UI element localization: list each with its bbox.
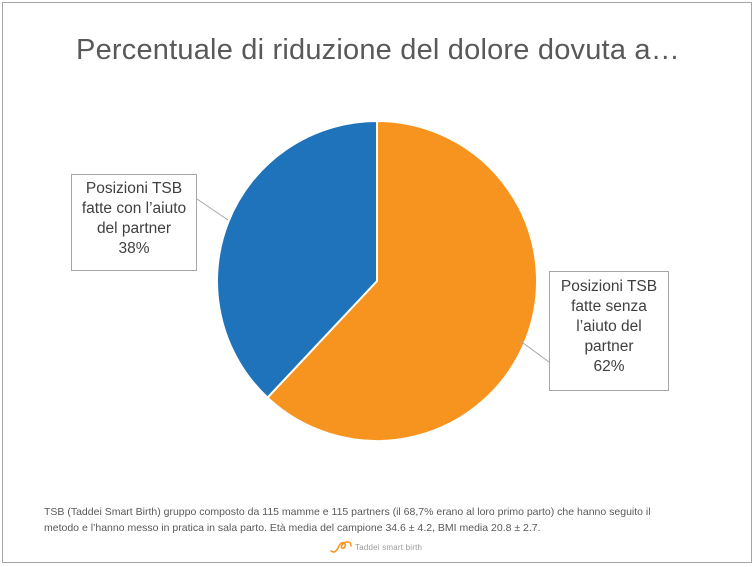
slice-label-senza-partner: Posizioni TSB fatte senza l’aiuto del pa… — [549, 271, 669, 391]
brand-text: Taddei smart birth — [355, 542, 423, 552]
pie-slice-senza-partner — [266, 119, 538, 442]
slice-label-line: partner — [584, 338, 634, 355]
footnote-line: TSB (Taddei Smart Birth) gruppo composto… — [44, 506, 651, 518]
brand: Taddei smart birth — [330, 538, 422, 556]
slice-label-con-partner: Posizioni TSB fatte con l’aiuto del part… — [71, 174, 197, 271]
footnote: TSB (Taddei Smart Birth) gruppo composto… — [44, 504, 724, 536]
chart-title: Percentuale di riduzione del dolore dovu… — [76, 34, 680, 66]
pie-slice-con-partner — [216, 119, 378, 400]
slice-value-label: 62% — [593, 358, 625, 375]
orange-wave-logo-icon — [330, 541, 352, 553]
leader-line-left — [196, 198, 229, 221]
slice-label-line: Posizioni TSB — [85, 180, 183, 197]
slice-label-line: l’aiuto del — [576, 318, 642, 335]
slice-value-label: 38% — [118, 240, 150, 257]
slice-label-line: fatte senza — [571, 298, 647, 315]
footnote-line: metodo e l’hanno messo in pratica in sal… — [44, 522, 541, 534]
slice-label-line: del partner — [96, 220, 172, 237]
slice-label-line: fatte con l’aiuto — [81, 200, 187, 217]
leader-line-right — [518, 339, 550, 363]
slice-label-line: Posizioni TSB — [560, 278, 658, 295]
